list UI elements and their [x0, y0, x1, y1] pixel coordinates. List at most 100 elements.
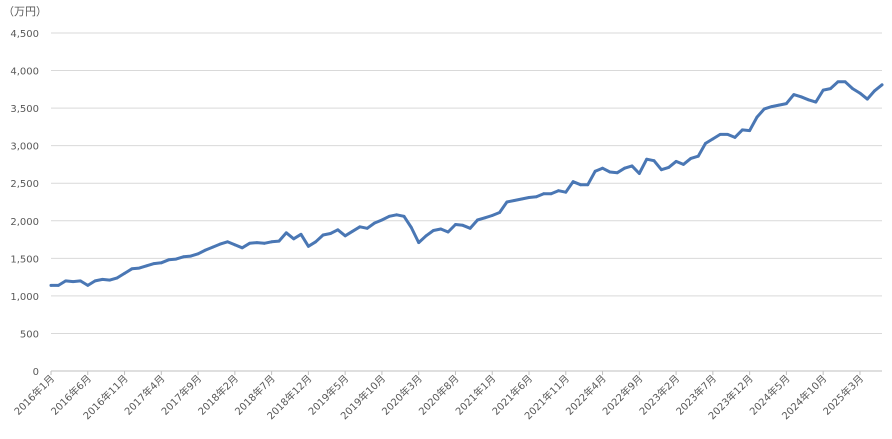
data-point: [880, 83, 884, 87]
data-point: [226, 240, 229, 244]
data-point: [57, 284, 60, 287]
data-point: [424, 234, 428, 238]
data-point: [829, 87, 832, 90]
y-tick-label: 1,500: [10, 254, 39, 265]
data-point: [505, 200, 509, 204]
data-point: [101, 278, 104, 281]
data-point: [630, 164, 634, 168]
data-point: [174, 257, 178, 261]
data-point: [152, 262, 156, 265]
data-point: [321, 233, 325, 237]
data-point: [821, 88, 825, 92]
data-point: [218, 242, 222, 246]
data-point: [204, 248, 207, 252]
y-axis-tick-labels: 0 500 1,000 1,500 2,000 2,500 3,000 3,500 4,000 4…: [10, 29, 39, 378]
data-point: [395, 213, 398, 217]
data-point: [615, 171, 619, 175]
gridlines: [51, 32, 882, 334]
data-point: [182, 255, 185, 259]
data-point: [211, 245, 215, 249]
data-point: [108, 278, 112, 282]
data-point: [432, 229, 435, 232]
data-point: [733, 136, 737, 139]
data-point: [682, 163, 685, 166]
data-point: [336, 228, 340, 232]
data-point: [740, 128, 744, 132]
y-tick-label: 500: [20, 329, 39, 340]
data-point: [189, 254, 193, 258]
data-point: [608, 170, 612, 174]
data-point: [343, 234, 347, 238]
data-point: [49, 284, 53, 287]
data-point: [409, 226, 413, 229]
data-point: [652, 159, 656, 163]
data-point: [248, 241, 252, 245]
y-tick-label: 4,500: [10, 29, 39, 40]
data-point: [549, 192, 553, 196]
data-point: [542, 192, 546, 196]
data-point: [284, 231, 288, 235]
data-point: [64, 279, 68, 283]
y-tick-label: 3,500: [10, 104, 39, 115]
data-point: [512, 199, 516, 202]
x-axis-tick-labels: 2016年1月2016年6月2016年11月2017年4月2017年9月2018…: [11, 371, 866, 422]
data-point: [365, 226, 369, 230]
data-point: [240, 246, 244, 250]
data-point: [79, 279, 82, 283]
data-point: [718, 133, 722, 136]
data-point: [476, 218, 479, 222]
data-point: [873, 89, 876, 93]
data-point: [417, 241, 421, 245]
data-point: [439, 227, 443, 231]
data-point: [667, 166, 671, 169]
data-point: [520, 197, 524, 201]
y-tick-label: 1,000: [10, 292, 39, 303]
data-points: [49, 80, 884, 287]
y-axis-unit-label: （万円）: [3, 5, 47, 18]
data-point: [557, 189, 560, 193]
y-tick-label: 2,000: [10, 217, 39, 228]
data-point: [799, 95, 803, 99]
data-point: [159, 261, 163, 265]
data-point: [586, 183, 590, 187]
data-point: [233, 243, 237, 247]
data-point: [373, 221, 376, 225]
data-point: [645, 157, 649, 161]
data-point: [483, 216, 487, 220]
data-point: [299, 232, 303, 236]
y-tick-label: 4,000: [10, 67, 39, 78]
data-point: [704, 142, 707, 145]
data-point: [130, 267, 134, 271]
data-point: [380, 218, 384, 222]
data-point: [277, 239, 281, 243]
data-point: [93, 279, 97, 283]
data-point: [637, 172, 641, 175]
data-point: [86, 284, 90, 287]
data-point: [785, 102, 788, 105]
data-point: [851, 87, 854, 90]
data-point: [527, 196, 531, 199]
data-point: [167, 258, 171, 262]
data-point: [262, 241, 266, 245]
data-point: [696, 154, 700, 158]
data-point: [255, 241, 259, 245]
data-point: [270, 240, 273, 244]
data-point: [660, 168, 663, 172]
data-point: [71, 280, 75, 283]
data-point: [115, 276, 119, 280]
data-point: [674, 160, 678, 163]
data-point: [498, 211, 501, 214]
data-point: [755, 115, 759, 119]
data-point: [762, 107, 766, 111]
data-point: [535, 195, 538, 199]
data-point: [307, 244, 310, 248]
data-point: [623, 166, 626, 170]
data-point: [858, 91, 862, 95]
data-point: [836, 80, 840, 84]
data-point: [792, 93, 796, 96]
data-point: [843, 80, 847, 84]
data-point: [446, 230, 450, 234]
data-point: [564, 190, 568, 194]
data-point: [711, 137, 715, 141]
